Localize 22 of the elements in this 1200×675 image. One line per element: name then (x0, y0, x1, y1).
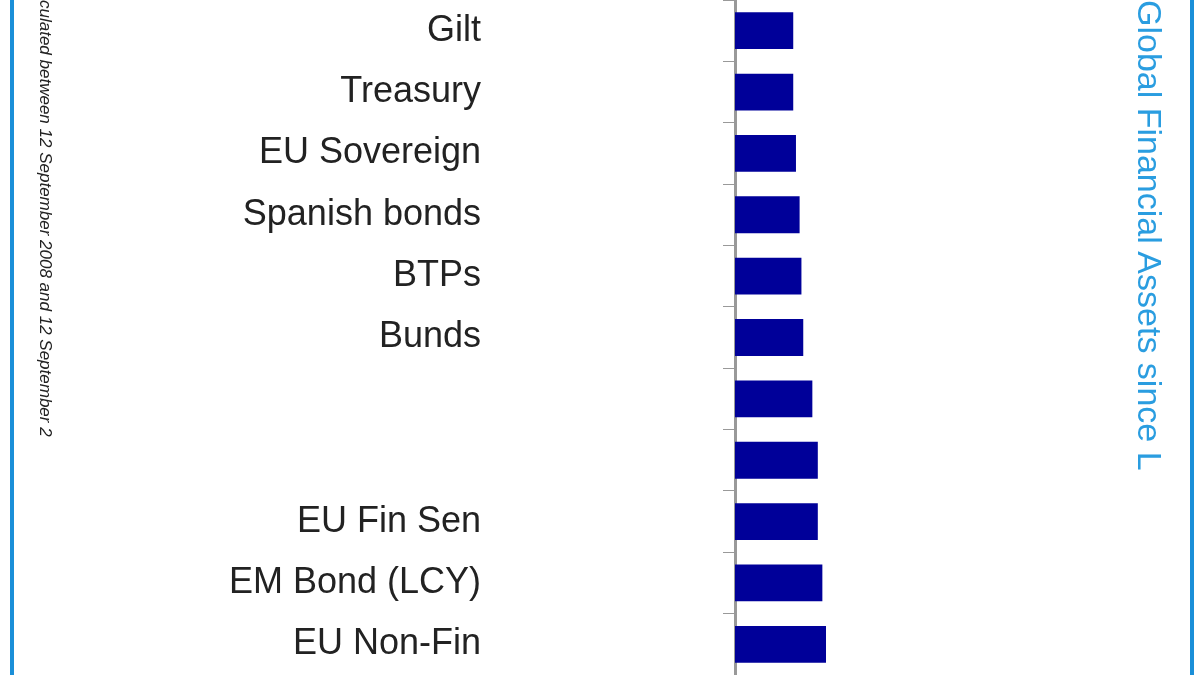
bar (735, 257, 802, 295)
bar (735, 503, 818, 540)
y-tick-label: EU Sovereign (258, 130, 481, 172)
bar (735, 441, 818, 479)
y-tick-label: BTPs (392, 253, 481, 295)
y-tick-label: EM Bond (LCY) (228, 559, 481, 601)
bar (735, 564, 823, 602)
text: Global Financial Assets since L (1130, 0, 1170, 471)
bar (735, 135, 796, 172)
y-tick-label: Bunds (378, 314, 481, 356)
bar (735, 196, 800, 234)
y-tick-label: EU Fin Sen (296, 498, 481, 540)
bar (735, 12, 794, 50)
y-tick-label: Treasury (340, 68, 481, 110)
y-tick-label: EU Non-Fin (292, 621, 481, 663)
bar (735, 73, 794, 111)
bar (735, 625, 826, 663)
text: culated between 12 September 2008 and 12 September 2 (35, 0, 56, 437)
bar (735, 380, 813, 418)
bar (735, 319, 804, 356)
y-tick-label: Spanish bonds (242, 191, 481, 233)
y-tick-label: Gilt (427, 7, 481, 49)
